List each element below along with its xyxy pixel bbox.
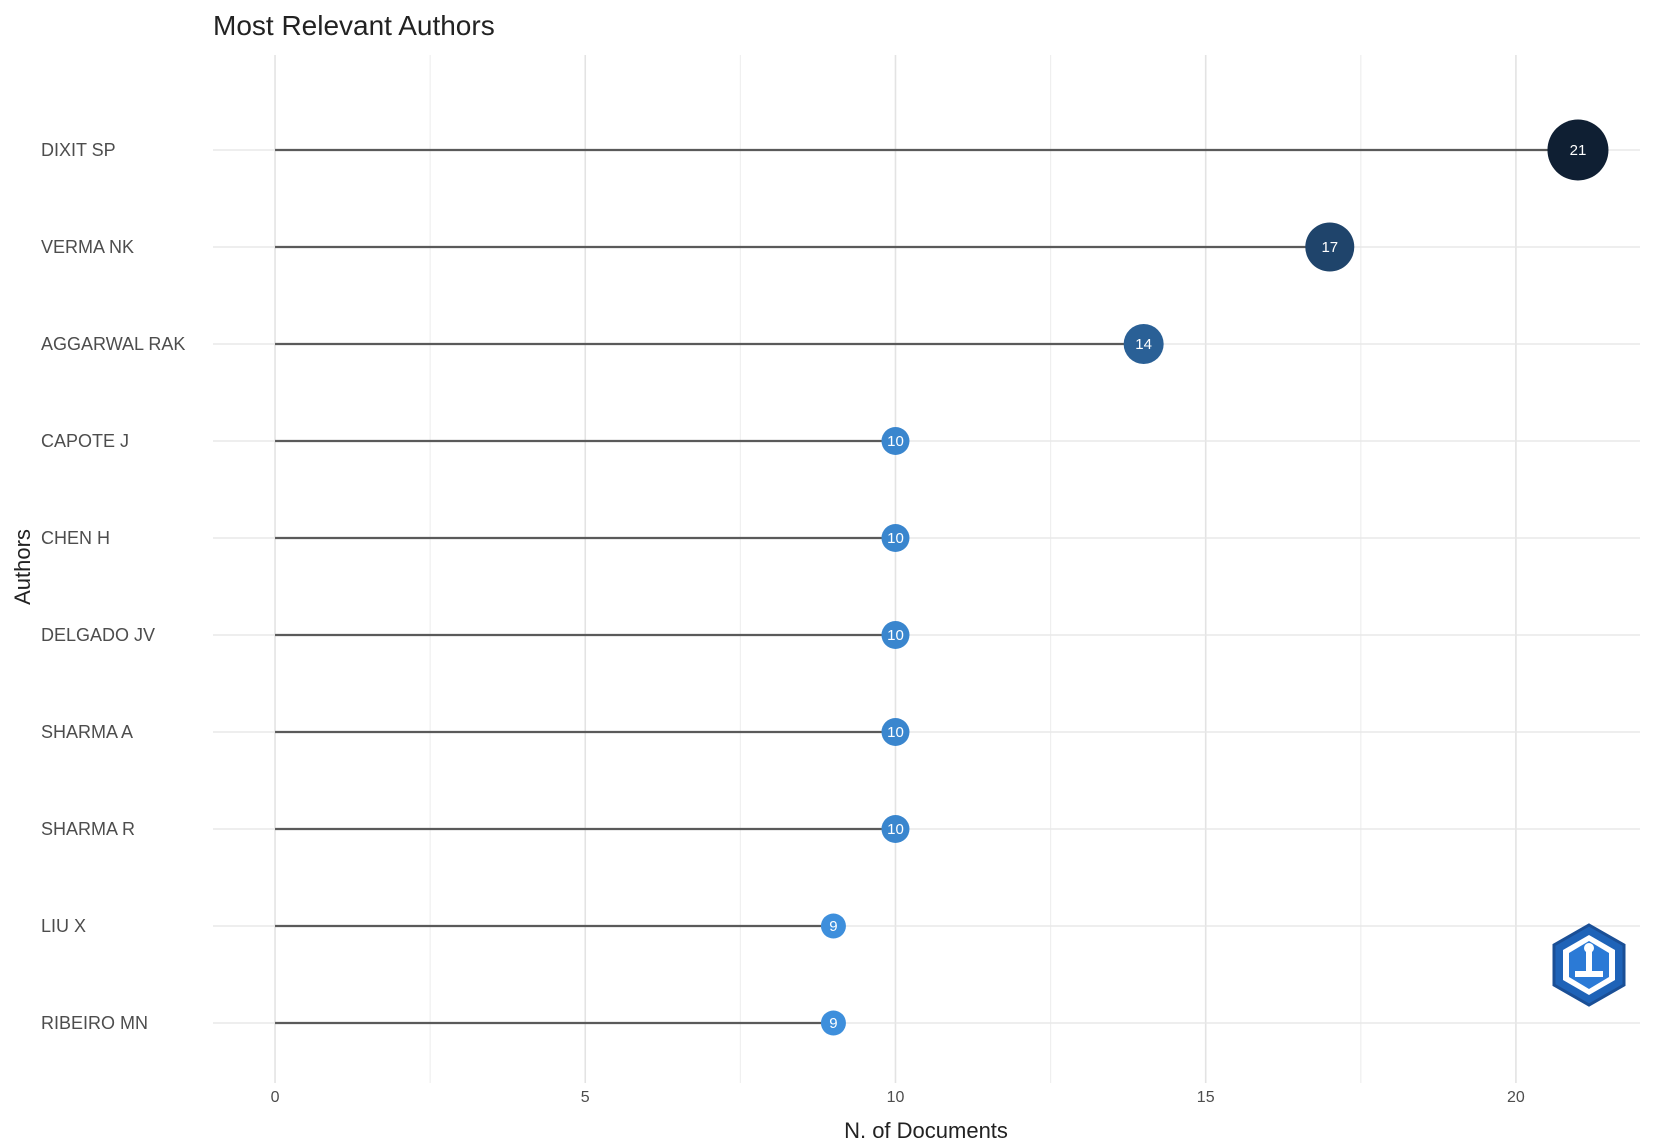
data-label: 17 [1321,239,1338,256]
y-tick-label: VERMA NK [41,237,134,257]
y-tick-label: DIXIT SP [41,140,116,160]
lollipop-point [881,718,910,746]
y-tick-label: DELGADO JV [41,625,155,645]
x-tick-label: 10 [887,1089,905,1106]
y-tick-label: CHEN H [41,528,110,548]
lollipop-point [1305,222,1355,272]
x-tick-label: 15 [1197,1089,1215,1106]
lollipop-point [881,427,910,455]
y-tick-label: AGGARWAL RAK [41,334,185,354]
data-label: 21 [1570,142,1587,159]
grid-layer [213,55,1640,1083]
y-tick-label: SHARMA R [41,819,135,839]
chart-title: Most Relevant Authors [213,10,495,41]
lollipop-point [881,815,910,843]
y-axis-label: Authors [10,529,35,605]
point-layer: 21 17 14 10 10 10 10 10 9 9 [820,119,1609,1036]
lollipop-point [881,524,910,552]
x-tick-label: 5 [581,1089,590,1106]
label-layer: 0 5 10 15 20 DIXIT SP VERMA NK AGGARWAL RAK CAPO… [41,140,1525,1106]
y-tick-label: CAPOTE J [41,431,129,451]
x-tick-label: 20 [1507,1089,1525,1106]
y-tick-label: RIBEIRO MN [41,1013,148,1033]
data-label: 10 [887,627,904,644]
lollipop-point [1123,324,1164,364]
data-label: 10 [887,433,904,450]
data-label: 9 [829,918,837,935]
data-label: 10 [887,724,904,741]
x-axis-label: N. of Documents [844,1118,1008,1143]
stem-layer [275,148,1578,1025]
data-label: 10 [887,821,904,838]
y-tick-label: SHARMA A [41,722,133,742]
logo-icon [1552,923,1626,1007]
y-tick-label: LIU X [41,916,86,936]
data-label: 10 [887,530,904,547]
x-tick-label: 0 [271,1089,280,1106]
data-label: 14 [1135,336,1152,353]
lollipop-point [820,1010,846,1036]
lollipop-point [1547,119,1609,181]
data-label: 9 [829,1015,837,1032]
lollipop-point [820,913,846,939]
lollipop-point [881,621,910,649]
